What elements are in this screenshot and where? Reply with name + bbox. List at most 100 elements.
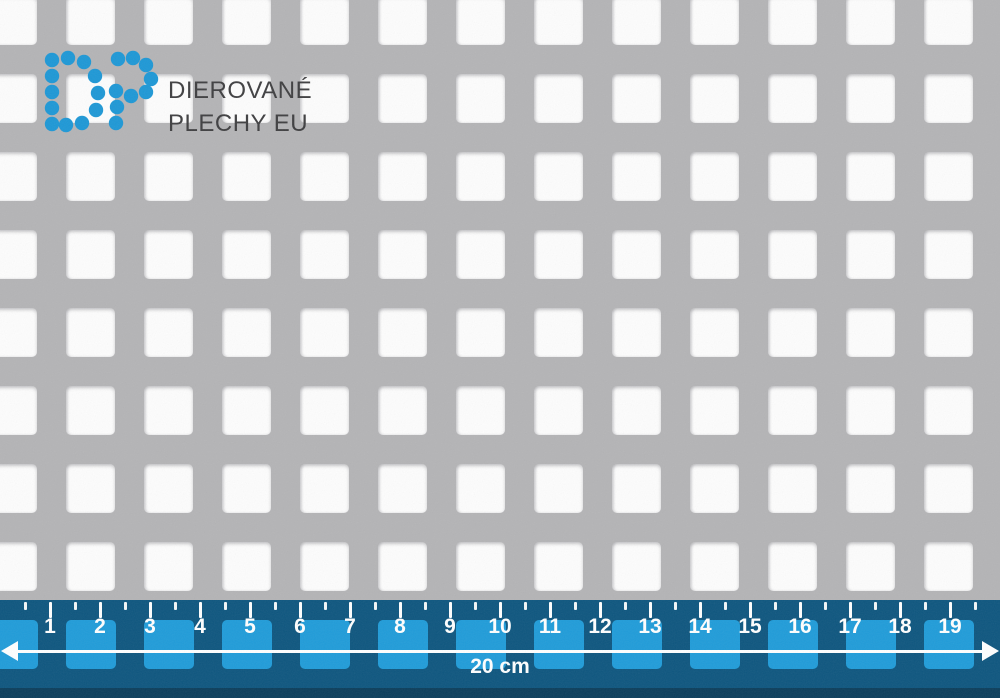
ruler-number: 15	[738, 615, 762, 638]
ruler-number: 8	[394, 615, 406, 638]
hole	[690, 386, 739, 435]
ruler-number: 3	[144, 615, 156, 638]
hole	[222, 542, 271, 591]
hole	[222, 152, 271, 201]
hole	[456, 0, 505, 45]
minor-tick	[574, 602, 577, 610]
hole	[612, 74, 661, 123]
hole	[534, 464, 583, 513]
ruler-number: 1	[44, 615, 56, 638]
hole	[66, 152, 115, 201]
hole	[924, 386, 973, 435]
hole	[300, 152, 349, 201]
ruler-number: 5	[244, 615, 256, 638]
hole	[846, 0, 895, 45]
minor-tick	[924, 602, 927, 610]
measurement-arrow-line	[13, 650, 987, 653]
hole	[534, 0, 583, 45]
minor-tick	[74, 602, 77, 610]
hole	[66, 542, 115, 591]
minor-tick	[824, 602, 827, 610]
hole	[924, 0, 973, 45]
hole	[144, 230, 193, 279]
hole	[144, 308, 193, 357]
hole	[456, 542, 505, 591]
hole	[222, 464, 271, 513]
hole	[378, 230, 427, 279]
hole	[534, 74, 583, 123]
hole	[924, 464, 973, 513]
sheet-edge-strip	[0, 688, 1000, 698]
arrow-right-icon	[982, 641, 999, 661]
ruler-number: 13	[638, 615, 662, 638]
hole	[846, 74, 895, 123]
ruler-number: 19	[938, 615, 962, 638]
hole	[534, 386, 583, 435]
hole	[66, 464, 115, 513]
hole	[690, 152, 739, 201]
hole	[0, 74, 37, 123]
hole	[846, 542, 895, 591]
dp-monogram-icon	[44, 50, 159, 133]
hole	[144, 542, 193, 591]
ruler-number: 4	[194, 615, 206, 638]
hole	[846, 464, 895, 513]
hole	[300, 308, 349, 357]
measurement-ruler: 1 2 3 4 5 6 7 8 9 10 11 12 13 14 15 16 17 18 19 20 cm	[0, 600, 1000, 698]
brand-name-line1: DIEROVANÉ	[168, 77, 313, 104]
hole	[924, 74, 973, 123]
hole	[924, 230, 973, 279]
hole	[222, 0, 271, 45]
minor-tick	[24, 602, 27, 610]
hole	[846, 308, 895, 357]
hole	[534, 542, 583, 591]
hole	[66, 230, 115, 279]
ruler-number: 16	[788, 615, 812, 638]
hole	[846, 230, 895, 279]
hole	[144, 0, 193, 45]
hole	[378, 152, 427, 201]
hole	[300, 0, 349, 45]
dimension-label: 20 cm	[470, 655, 530, 678]
hole	[456, 464, 505, 513]
ruler-number: 11	[538, 615, 562, 638]
hole	[690, 464, 739, 513]
minor-tick	[374, 602, 377, 610]
arrow-left-icon	[1, 641, 18, 661]
minor-tick	[424, 602, 427, 610]
hole	[768, 308, 817, 357]
hole	[534, 152, 583, 201]
hole	[222, 230, 271, 279]
hole	[768, 230, 817, 279]
hole	[768, 464, 817, 513]
hole	[768, 0, 817, 45]
minor-tick	[474, 602, 477, 610]
hole	[0, 464, 37, 513]
ruler-number: 10	[488, 615, 512, 638]
hole	[768, 386, 817, 435]
hole	[612, 464, 661, 513]
hole	[222, 386, 271, 435]
minor-tick	[324, 602, 327, 610]
hole	[846, 386, 895, 435]
hole	[768, 542, 817, 591]
minor-tick	[874, 602, 877, 610]
hole	[0, 308, 37, 357]
hole	[378, 0, 427, 45]
hole	[690, 0, 739, 45]
ruler-number: 14	[688, 615, 712, 638]
hole	[378, 74, 427, 123]
hole	[300, 542, 349, 591]
minor-tick	[524, 602, 527, 610]
hole	[534, 230, 583, 279]
hole	[300, 386, 349, 435]
hole	[768, 152, 817, 201]
hole	[0, 152, 37, 201]
hole	[456, 74, 505, 123]
hole	[690, 542, 739, 591]
minor-tick	[974, 602, 977, 610]
hole	[300, 230, 349, 279]
ruler-number: 7	[344, 615, 356, 638]
hole	[66, 0, 115, 45]
